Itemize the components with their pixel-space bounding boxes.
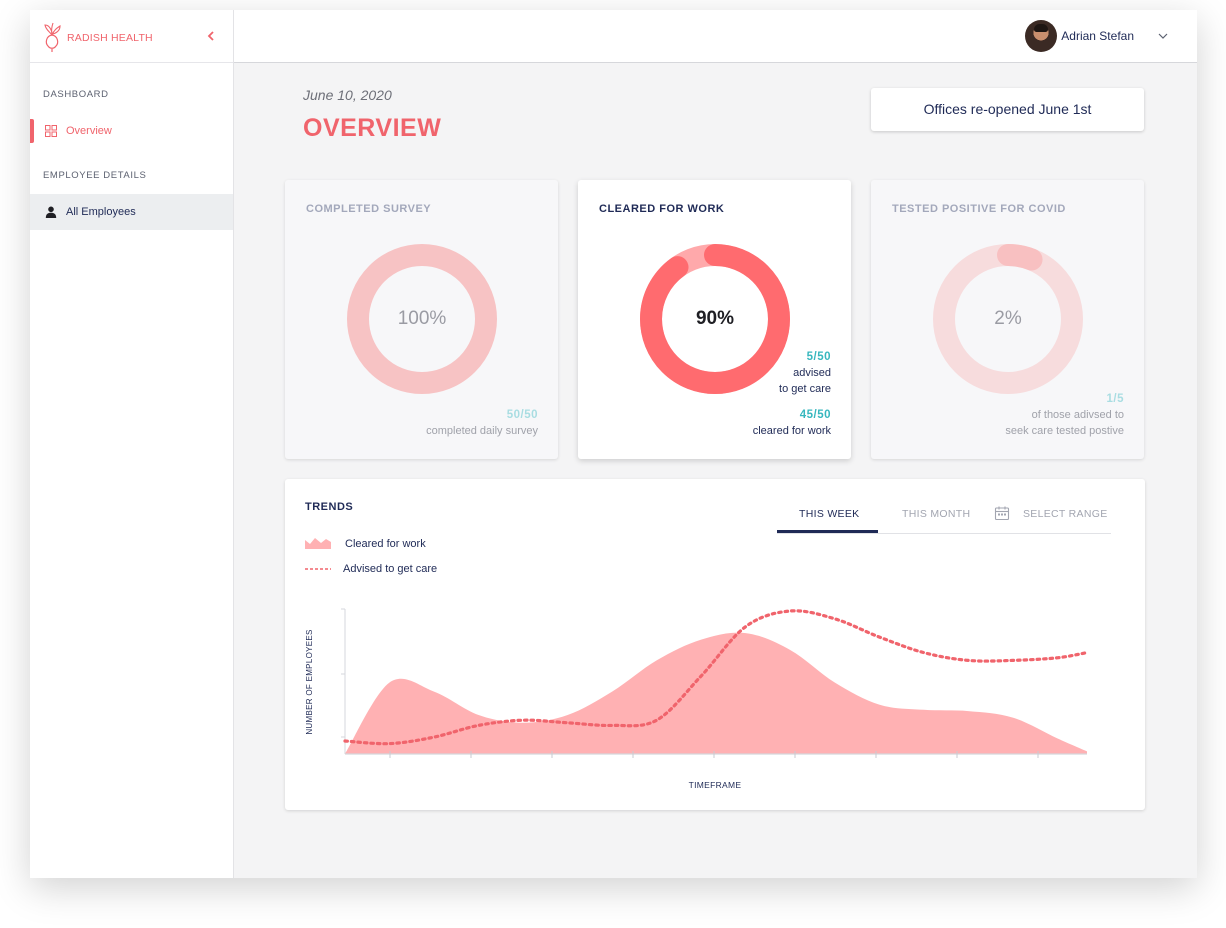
- series-area-cleared-for-work: [345, 632, 1087, 754]
- trends-panel: TIMEFRAME NUMBER OF EMPLOYEES TRENDS THIS…: [285, 479, 1145, 810]
- series-line-advised-to-get-care: [343, 609, 1089, 746]
- radish-logo-icon: [44, 22, 61, 52]
- legend-label: Advised to get care: [343, 563, 438, 575]
- brand-name: RADISH HEALTH: [67, 32, 153, 44]
- dashed-line-swatch-icon: [305, 568, 331, 570]
- section-label-dashboard: DASHBOARD: [43, 89, 109, 100]
- user-name[interactable]: Adrian Stefan: [1061, 29, 1134, 43]
- tab-this-month[interactable]: THIS MONTH: [902, 508, 971, 520]
- legend-label: Cleared for work: [345, 538, 426, 550]
- card-title: CLEARED FOR WORK: [599, 203, 725, 215]
- grid-icon: [45, 125, 57, 137]
- donut-chart: [640, 244, 790, 394]
- sidebar-item-all-employees[interactable]: All Employees: [30, 194, 233, 230]
- sidebar-item-label: All Employees: [66, 206, 136, 218]
- app-window: RADISH HEALTH DASHBOARD Overview EMPLOYE…: [30, 10, 1197, 878]
- donut-percent-label: 2%: [994, 308, 1022, 329]
- donut-percent-label: 90%: [695, 308, 735, 329]
- stat-description-line: seek care tested postive: [1005, 425, 1124, 437]
- stat-number: 5/50: [806, 351, 831, 363]
- sidebar-item-overview[interactable]: Overview: [30, 113, 233, 149]
- stat-description: cleared for work: [752, 425, 831, 437]
- timeframe-tabs: THIS WEEK THIS MONTH SELECT RANGE: [777, 505, 1111, 534]
- top-bar: Adrian Stefan: [234, 10, 1197, 63]
- calendar-icon[interactable]: [994, 505, 1010, 521]
- card-title: TESTED POSITIVE FOR COVID: [892, 203, 1066, 215]
- stat-block-cleared: 45/50 cleared for work: [753, 407, 831, 439]
- card-tested-positive[interactable]: TESTED POSITIVE FOR COVID 2% 1/5 of thos…: [871, 180, 1144, 459]
- stat-number: 45/50: [799, 409, 831, 421]
- sidebar-item-label: Overview: [66, 125, 112, 137]
- stat-description-line: of those adivsed to: [1031, 409, 1124, 421]
- section-label-employee-details: EMPLOYEE DETAILS: [43, 170, 147, 181]
- tab-select-range[interactable]: SELECT RANGE: [1023, 508, 1108, 520]
- donut-chart: [347, 244, 497, 394]
- chevron-left-icon[interactable]: [205, 30, 217, 42]
- sidebar: RADISH HEALTH DASHBOARD Overview EMPLOYE…: [30, 10, 234, 878]
- stat-number: 1/5: [1106, 393, 1124, 405]
- area-swatch-icon: [305, 538, 331, 549]
- tab-this-week[interactable]: THIS WEEK: [799, 508, 860, 520]
- brand-header: RADISH HEALTH: [30, 10, 233, 63]
- page-date: June 10, 2020: [303, 87, 392, 103]
- trends-title: TRENDS: [305, 501, 354, 513]
- stat-block: 50/50 completed daily survey: [426, 407, 538, 439]
- page-title: OVERVIEW: [303, 114, 442, 142]
- donut-chart: [933, 244, 1083, 394]
- stat-description-line: to get care: [779, 383, 831, 395]
- donut-percent-label: 100%: [397, 308, 447, 329]
- trends-chart: TIMEFRAME NUMBER OF EMPLOYEES: [305, 608, 1089, 790]
- chevron-down-icon[interactable]: [1157, 30, 1169, 42]
- card-title: COMPLETED SURVEY: [306, 203, 432, 215]
- avatar[interactable]: [1025, 20, 1057, 52]
- card-cleared-for-work[interactable]: CLEARED FOR WORK 90% 5/50 advised to get…: [578, 180, 851, 459]
- y-axis-label: NUMBER OF EMPLOYEES: [305, 629, 314, 734]
- active-tab-indicator: [777, 530, 878, 533]
- x-axis-label: TIMEFRAME: [689, 780, 742, 790]
- stat-block: 1/5 of those adivsed to seek care tested…: [1005, 391, 1124, 439]
- stat-number: 50/50: [506, 409, 538, 421]
- stat-block-advised: 5/50 advised to get care: [779, 349, 831, 397]
- person-icon: [45, 206, 57, 218]
- notice-banner: Offices re-opened June 1st: [871, 88, 1144, 131]
- stat-description: completed daily survey: [426, 425, 538, 437]
- card-completed-survey[interactable]: COMPLETED SURVEY 100% 50/50 completed da…: [285, 180, 558, 459]
- stat-description-line: advised: [793, 367, 831, 379]
